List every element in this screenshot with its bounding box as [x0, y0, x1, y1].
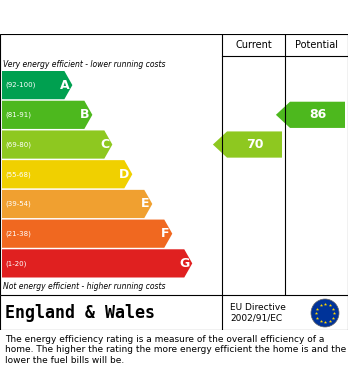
Text: E: E — [141, 197, 149, 210]
Polygon shape — [2, 71, 72, 99]
Text: (1-20): (1-20) — [5, 260, 26, 267]
Polygon shape — [213, 131, 282, 158]
Text: Very energy efficient - lower running costs: Very energy efficient - lower running co… — [3, 60, 166, 69]
Polygon shape — [2, 131, 112, 159]
Text: (81-91): (81-91) — [5, 111, 31, 118]
Text: D: D — [119, 168, 129, 181]
Polygon shape — [2, 220, 172, 248]
Text: B: B — [80, 108, 89, 121]
Polygon shape — [2, 190, 152, 218]
Text: (39-54): (39-54) — [5, 201, 31, 207]
Text: EU Directive
2002/91/EC: EU Directive 2002/91/EC — [230, 303, 286, 323]
Text: Potential: Potential — [295, 40, 338, 50]
Text: England & Wales: England & Wales — [5, 304, 155, 322]
Text: C: C — [100, 138, 109, 151]
Text: (69-80): (69-80) — [5, 141, 31, 148]
Polygon shape — [2, 249, 192, 278]
Text: A: A — [60, 79, 69, 91]
Text: Current: Current — [235, 40, 272, 50]
Polygon shape — [2, 101, 92, 129]
Text: The energy efficiency rating is a measure of the overall efficiency of a home. T: The energy efficiency rating is a measur… — [5, 335, 346, 365]
Text: 86: 86 — [309, 108, 326, 121]
Text: (92-100): (92-100) — [5, 82, 35, 88]
Text: Not energy efficient - higher running costs: Not energy efficient - higher running co… — [3, 282, 166, 291]
Polygon shape — [276, 102, 345, 128]
Text: Energy Efficiency Rating: Energy Efficiency Rating — [10, 9, 220, 25]
Text: G: G — [179, 257, 189, 270]
Polygon shape — [2, 160, 132, 188]
Text: 70: 70 — [246, 138, 263, 151]
Text: F: F — [161, 227, 169, 240]
Text: (21-38): (21-38) — [5, 230, 31, 237]
Circle shape — [311, 299, 339, 327]
Text: (55-68): (55-68) — [5, 171, 31, 178]
